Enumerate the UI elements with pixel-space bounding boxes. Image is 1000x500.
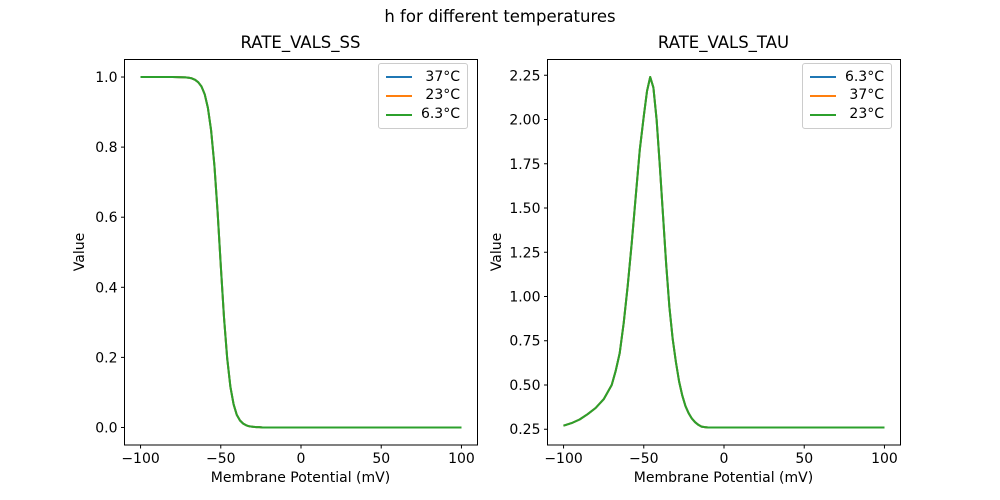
x-tick-label: 100 bbox=[448, 451, 475, 467]
legend-entry: 37°C bbox=[386, 68, 460, 85]
legend-line-swatch bbox=[386, 113, 412, 116]
curve-37°C bbox=[140, 76, 462, 429]
x-tick-label: 0 bbox=[297, 451, 306, 467]
y-tick-label: 0.0 bbox=[95, 420, 117, 436]
x-tick-label: −100 bbox=[121, 451, 159, 467]
y-tick-label: 0.25 bbox=[509, 422, 540, 438]
y-tick-label: 0.50 bbox=[509, 378, 540, 394]
y-tick-label: 0.8 bbox=[95, 140, 117, 156]
x-axis-label-tau: Membrane Potential (mV) bbox=[633, 470, 814, 486]
y-tick-label: 0.4 bbox=[95, 280, 117, 296]
x-tick-label: −100 bbox=[544, 451, 582, 467]
legend-label: 6.3°C bbox=[420, 106, 460, 123]
y-tick-label: 0.6 bbox=[95, 210, 117, 226]
legend-ss: 37°C 23°C 6.3°C bbox=[378, 63, 468, 129]
y-tick-label: 1.75 bbox=[509, 157, 540, 173]
y-tick-label: 1.00 bbox=[509, 289, 540, 305]
x-tick-label: −50 bbox=[206, 451, 236, 467]
y-axis-label-ss: Value bbox=[72, 232, 88, 272]
curve-23°C bbox=[563, 76, 885, 429]
figure-title: h for different temperatures bbox=[384, 7, 616, 26]
legend-label: 37°C bbox=[425, 68, 460, 85]
curve-6.3°C bbox=[140, 76, 462, 429]
legend-entry: 23°C bbox=[810, 107, 884, 122]
x-tick-label: 50 bbox=[372, 451, 390, 467]
y-tick-label: 0.2 bbox=[95, 350, 117, 366]
legend-entry: 6.3°C bbox=[386, 107, 460, 122]
y-tick-label: 1.50 bbox=[509, 201, 540, 217]
curve-37°C bbox=[563, 76, 885, 429]
legend-entry: 37°C bbox=[810, 88, 884, 103]
x-axis-label-ss: Membrane Potential (mV) bbox=[210, 470, 391, 486]
curve-23°C bbox=[140, 76, 462, 429]
legend-line-swatch bbox=[810, 94, 836, 97]
legend-line-swatch bbox=[810, 113, 836, 116]
legend-entry: 6.3°C bbox=[810, 68, 884, 85]
legend-tau: 6.3°C 37°C 23°C bbox=[802, 63, 892, 129]
y-tick-label: 2.25 bbox=[509, 68, 540, 84]
y-tick-label: 2.00 bbox=[509, 113, 540, 129]
legend-line-swatch bbox=[810, 76, 836, 79]
y-tick-label: 1.0 bbox=[95, 70, 117, 86]
legend-entry: 23°C bbox=[386, 88, 460, 103]
curve-6.3°C bbox=[563, 76, 885, 429]
legend-label: 6.3°C bbox=[844, 68, 884, 85]
x-tick-label: −50 bbox=[629, 451, 659, 467]
legend-line-swatch bbox=[386, 76, 412, 79]
legend-label: 23°C bbox=[425, 87, 460, 104]
y-tick-label: 1.25 bbox=[509, 245, 540, 261]
y-axis-label-tau: Value bbox=[489, 232, 505, 272]
x-tick-label: 50 bbox=[795, 451, 813, 467]
y-tick-label: 0.75 bbox=[509, 334, 540, 350]
legend-line-swatch bbox=[386, 94, 412, 97]
subplot-title-ss: RATE_VALS_SS bbox=[240, 33, 361, 52]
legend-label: 23°C bbox=[849, 106, 884, 123]
subplot-title-tau: RATE_VALS_TAU bbox=[657, 33, 790, 52]
x-tick-label: 0 bbox=[720, 451, 729, 467]
legend-label: 37°C bbox=[849, 87, 884, 104]
x-tick-label: 100 bbox=[871, 451, 898, 467]
